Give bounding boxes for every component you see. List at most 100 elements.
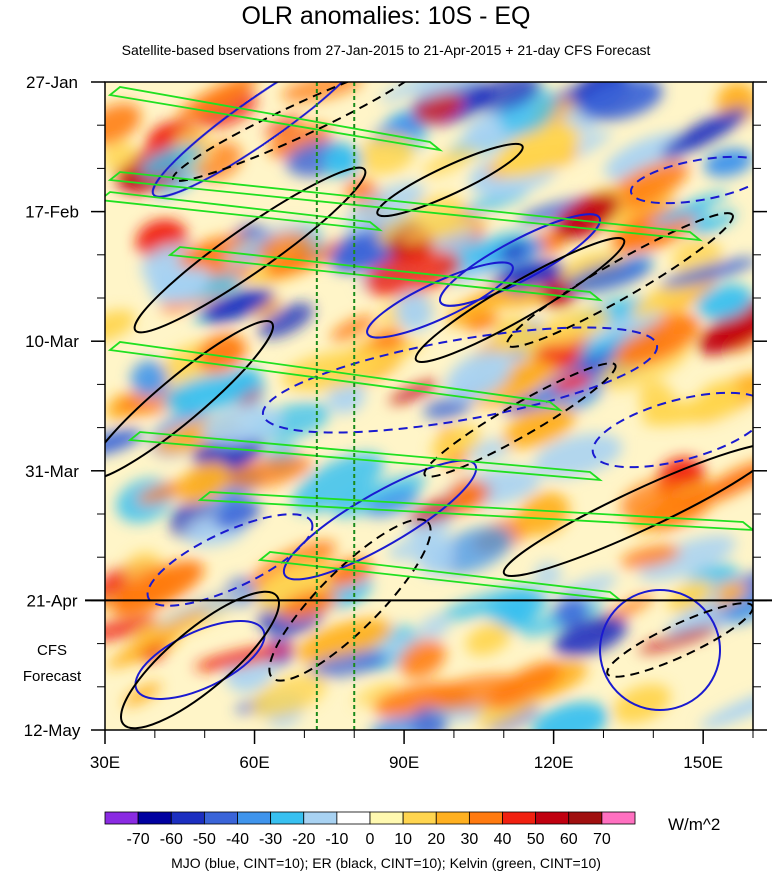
er-contour xyxy=(133,166,367,334)
mjo-contour xyxy=(282,459,478,581)
anomaly-blob xyxy=(517,492,570,536)
mjo-contour xyxy=(629,155,753,205)
anomaly-blob xyxy=(495,123,580,178)
anomaly-blob xyxy=(531,701,609,730)
er-contour xyxy=(268,518,432,682)
er-contour xyxy=(423,362,617,478)
colorbar-label: 70 xyxy=(593,831,611,848)
mjo-contour xyxy=(261,326,659,434)
olr-anomaly-field xyxy=(105,82,753,730)
mjo-contour xyxy=(134,620,266,700)
kelvin-contour xyxy=(107,171,703,242)
anomaly-blob xyxy=(620,545,681,569)
contour-legend: MJO (blue, CINT=10); ER (black, CINT=10)… xyxy=(171,855,601,871)
colorbar-swatch xyxy=(270,811,305,825)
x-tick-label: 120E xyxy=(534,753,574,772)
mjo-contour xyxy=(151,82,369,198)
colorbar-label: -50 xyxy=(193,831,216,848)
anomaly-blob xyxy=(123,682,162,707)
colorbar-swatch xyxy=(203,811,238,825)
colorbar-units: W/m^2 xyxy=(668,815,721,834)
anomaly-blob xyxy=(422,144,481,177)
y-tick-label: 21-Apr xyxy=(26,591,77,610)
colorbar-label: -40 xyxy=(226,831,249,848)
colorbar-label: -70 xyxy=(127,831,150,848)
colorbar-swatch xyxy=(137,811,172,825)
colorbar-swatch xyxy=(104,811,139,825)
mjo-contour xyxy=(146,513,314,607)
anomaly-blob xyxy=(551,373,593,393)
anomaly-blob xyxy=(105,103,142,146)
colorbar-swatch xyxy=(435,811,470,825)
x-tick-label: 150E xyxy=(683,753,723,772)
anomaly-blob xyxy=(661,107,749,158)
colorbar-label: -10 xyxy=(325,831,348,848)
kelvin-contour xyxy=(257,551,623,602)
chart-subtitle: Satellite-based bservations from 27-Jan-… xyxy=(121,42,651,58)
colorbar-label: 0 xyxy=(366,831,375,848)
colorbar-swatch xyxy=(601,811,636,825)
y-tick-label: 12-May xyxy=(24,721,81,740)
anomaly-blob xyxy=(699,686,753,730)
anomaly-blob xyxy=(105,309,136,343)
mjo-contour xyxy=(366,261,514,339)
anomaly-blob xyxy=(415,82,487,98)
chart-title: OLR anomalies: 10S - EQ xyxy=(241,2,531,30)
colorbar-swatch xyxy=(237,811,272,825)
wave-contours xyxy=(105,82,753,730)
anomaly-blob xyxy=(136,480,192,504)
mjo-contour xyxy=(438,213,602,307)
anomaly-blob xyxy=(414,93,463,125)
anomaly-blob xyxy=(697,210,737,235)
anomaly-blob xyxy=(330,315,376,342)
anomaly-blob xyxy=(464,314,501,331)
anomaly-blob xyxy=(264,115,302,137)
anomaly-blob xyxy=(717,590,753,625)
anomaly-blob xyxy=(696,284,753,320)
anomaly-blob xyxy=(613,684,671,724)
x-tick-label: 60E xyxy=(239,753,269,772)
er-contour xyxy=(171,82,429,182)
anomaly-blob xyxy=(398,215,493,244)
anomaly-blob xyxy=(163,373,258,413)
anomaly-blob xyxy=(472,82,541,113)
er-contour xyxy=(414,237,626,363)
anomaly-blob xyxy=(296,618,393,664)
anomaly-blob xyxy=(553,595,589,627)
kelvin-contour xyxy=(107,86,444,152)
anomaly-blob xyxy=(554,615,628,657)
kelvin-contour xyxy=(197,491,753,531)
plot-frame xyxy=(104,81,754,731)
colorbar-label: 20 xyxy=(427,831,445,848)
anomaly-blob xyxy=(279,589,338,619)
anomaly-texture xyxy=(105,82,753,730)
x-tick-label: 90E xyxy=(389,753,419,772)
anomaly-blob xyxy=(650,191,729,227)
anomaly-blob xyxy=(660,257,753,288)
anomaly-blob xyxy=(638,625,719,654)
colorbar-swatch xyxy=(170,811,205,825)
anomaly-blob xyxy=(499,241,528,260)
anomaly-blob xyxy=(703,148,753,177)
kelvin-contour xyxy=(167,246,603,302)
anomaly-blob xyxy=(105,141,137,172)
colorbar-swatch xyxy=(369,811,404,825)
anomaly-blob xyxy=(564,259,653,294)
anomaly-blob xyxy=(307,650,389,678)
anomaly-blob xyxy=(354,681,398,706)
reference-lines xyxy=(315,82,356,730)
kelvin-contour xyxy=(127,431,603,482)
anomaly-blob xyxy=(696,381,743,417)
kelvin-contour xyxy=(105,191,383,232)
anomaly-blob xyxy=(449,479,487,511)
anomaly-blob xyxy=(460,190,528,214)
anomaly-blob xyxy=(332,474,427,518)
anomaly-blob xyxy=(139,144,204,178)
anomaly-blob xyxy=(148,260,210,303)
anomaly-blob xyxy=(416,539,454,576)
anomaly-blob xyxy=(533,561,562,589)
colorbar-swatch xyxy=(336,811,371,825)
anomaly-blob xyxy=(268,124,331,158)
anomaly-blob xyxy=(395,291,433,332)
